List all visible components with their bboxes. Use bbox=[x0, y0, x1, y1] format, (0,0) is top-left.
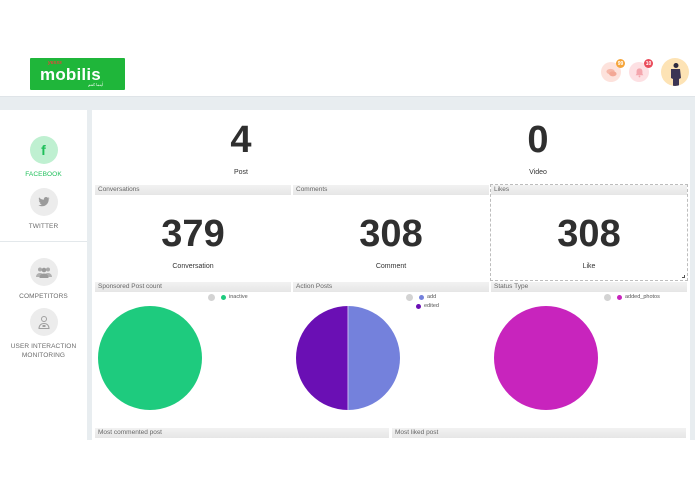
sidebar-item-competitors[interactable]: COMPETITORS bbox=[0, 258, 87, 301]
sidebar-item-twitter[interactable]: TWITTER bbox=[0, 188, 87, 231]
action-legend: add edited bbox=[406, 293, 439, 311]
post-label: Post bbox=[233, 169, 248, 176]
status-pie-chart[interactable] bbox=[494, 306, 598, 410]
legend-label[interactable]: inactive bbox=[229, 294, 248, 300]
status-legend: added_photos bbox=[604, 293, 660, 302]
conversations-stat: 379 Conversation bbox=[95, 214, 291, 270]
legend-dot bbox=[221, 295, 226, 300]
legend-toggle-icon[interactable] bbox=[406, 294, 413, 301]
status-panel-title: Status Type bbox=[491, 282, 687, 292]
label-line-2: MONITORING bbox=[21, 352, 66, 359]
resize-handle-icon[interactable] bbox=[682, 275, 685, 278]
messages-button[interactable]: 99 bbox=[601, 59, 625, 82]
group-icon bbox=[29, 258, 58, 286]
user-photo-icon bbox=[671, 63, 681, 86]
likes-panel[interactable] bbox=[490, 184, 688, 281]
likes-label: Like bbox=[582, 263, 596, 270]
likes-count: 308 bbox=[557, 213, 621, 255]
app-frame: yesss mobilis أينما كنتم 99 10 f FACEBOO… bbox=[0, 52, 695, 440]
action-panel-title: Action Posts bbox=[293, 282, 489, 292]
bell-icon bbox=[635, 67, 643, 77]
logo-name: mobilis bbox=[40, 65, 101, 84]
comments-stat: 308 Comment bbox=[293, 214, 489, 270]
comments-panel-title: Comments bbox=[293, 185, 489, 195]
video-stat: 0 Video bbox=[390, 120, 686, 176]
video-count: 0 bbox=[527, 119, 549, 161]
logo-tagline: yesss bbox=[48, 60, 62, 66]
likes-stat: 308 Like bbox=[491, 214, 687, 270]
legend-toggle-icon[interactable] bbox=[604, 294, 611, 301]
sidebar-item-label: FACEBOOK bbox=[25, 171, 62, 178]
legend-dot bbox=[419, 295, 424, 300]
top-bar: yesss mobilis أينما كنتم 99 10 bbox=[0, 52, 695, 97]
legend-toggle-icon[interactable] bbox=[208, 294, 215, 301]
sponsored-panel-title: Sponsored Post count bbox=[95, 282, 291, 292]
chat-icon bbox=[605, 68, 617, 76]
legend-dot bbox=[617, 295, 622, 300]
sidebar-item-user-interaction-monitoring[interactable]: USER INTERACTION MONITORING bbox=[0, 308, 87, 360]
legend-label[interactable]: add bbox=[427, 294, 437, 300]
legend-label[interactable]: added_photos bbox=[625, 294, 660, 300]
twitter-icon bbox=[29, 188, 58, 216]
dashboard-main: 4 Post 0 Video Conversations Comments Li… bbox=[92, 110, 690, 440]
post-stat: 4 Post bbox=[92, 120, 390, 176]
comments-label: Comment bbox=[375, 263, 407, 270]
facebook-icon: f bbox=[29, 136, 58, 164]
logo-subtitle: أينما كنتم bbox=[88, 82, 104, 87]
mobilis-logo[interactable]: yesss mobilis أينما كنتم bbox=[30, 58, 125, 90]
comments-count: 308 bbox=[359, 213, 423, 255]
sidebar-item-label: USER INTERACTION MONITORING bbox=[0, 342, 87, 360]
post-count: 4 bbox=[230, 119, 252, 161]
most-commented-panel-title: Most commented post bbox=[95, 428, 389, 438]
header-actions: 99 10 bbox=[601, 58, 689, 86]
video-label: Video bbox=[529, 169, 547, 176]
sidebar-item-label: COMPETITORS bbox=[19, 293, 68, 300]
conversations-label: Conversation bbox=[172, 263, 214, 270]
sponsored-legend: inactive bbox=[208, 293, 248, 302]
sidebar-item-facebook[interactable]: f FACEBOOK bbox=[0, 136, 87, 179]
notifications-button[interactable]: 10 bbox=[629, 59, 653, 82]
legend-label[interactable]: edited bbox=[424, 303, 439, 309]
notifications-badge: 10 bbox=[644, 59, 653, 68]
sidebar-divider bbox=[0, 241, 87, 242]
sidebar: f FACEBOOK TWITTER COMPETITORS USER INTE… bbox=[0, 110, 87, 440]
action-pie-chart[interactable] bbox=[296, 306, 400, 410]
likes-panel-title: Likes bbox=[491, 185, 687, 195]
user-avatar[interactable] bbox=[661, 58, 689, 86]
most-liked-panel-title: Most liked post bbox=[392, 428, 686, 438]
user-monitor-icon bbox=[29, 308, 58, 336]
conversations-panel-title: Conversations bbox=[95, 185, 291, 195]
label-line-1: USER INTERACTION bbox=[10, 343, 77, 350]
sidebar-item-label: TWITTER bbox=[28, 223, 59, 230]
sponsored-pie-chart[interactable] bbox=[98, 306, 202, 410]
conversations-count: 379 bbox=[161, 213, 225, 255]
messages-badge: 99 bbox=[616, 59, 625, 68]
legend-dot bbox=[416, 304, 421, 309]
